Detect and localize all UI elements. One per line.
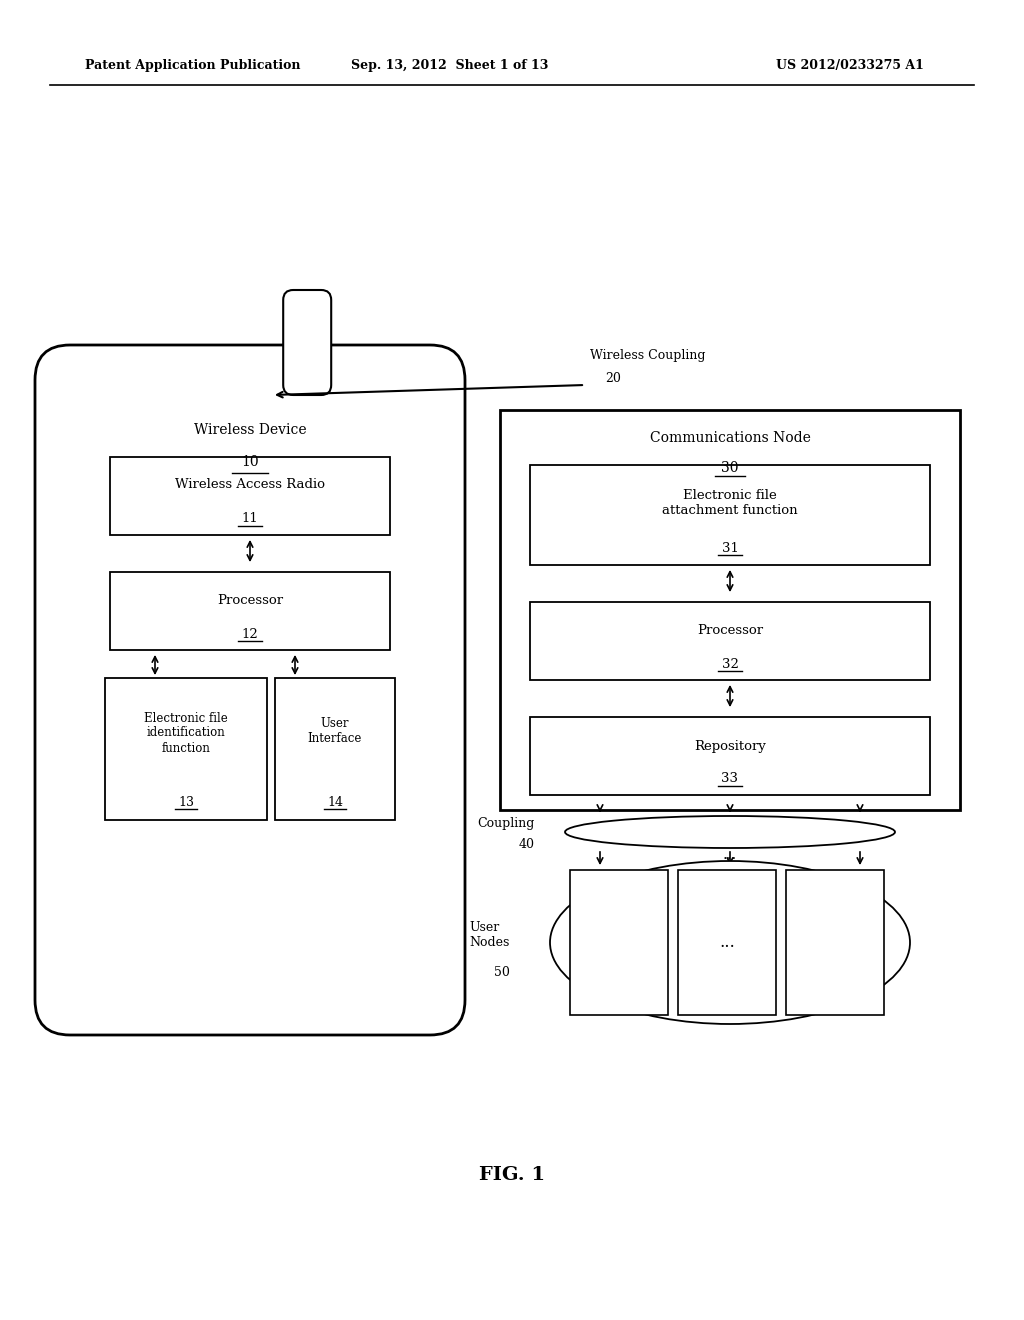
FancyBboxPatch shape xyxy=(35,345,465,1035)
Text: Communications Node: Communications Node xyxy=(649,432,810,445)
Text: 13: 13 xyxy=(178,796,194,808)
Bar xyxy=(786,870,884,1015)
Text: 11: 11 xyxy=(242,512,258,525)
Text: Wireless Access Radio: Wireless Access Radio xyxy=(175,478,325,491)
Text: 33: 33 xyxy=(722,772,738,785)
Text: Electronic file
identification
function: Electronic file identification function xyxy=(144,711,228,755)
Text: 50: 50 xyxy=(495,965,510,978)
Text: US 2012/0233275 A1: US 2012/0233275 A1 xyxy=(776,58,924,71)
Text: 31: 31 xyxy=(722,541,738,554)
Text: Processor: Processor xyxy=(697,624,763,638)
Text: User
Interface: User Interface xyxy=(308,717,362,744)
Text: Wireless Device: Wireless Device xyxy=(194,422,306,437)
Bar xyxy=(500,411,961,810)
Ellipse shape xyxy=(565,816,895,847)
Ellipse shape xyxy=(550,861,910,1024)
Bar xyxy=(678,870,776,1015)
Bar xyxy=(105,678,267,820)
Text: Sep. 13, 2012  Sheet 1 of 13: Sep. 13, 2012 Sheet 1 of 13 xyxy=(351,58,549,71)
Text: 40: 40 xyxy=(519,838,535,851)
Text: 20: 20 xyxy=(605,371,621,384)
Text: Electronic file
attachment function: Electronic file attachment function xyxy=(663,488,798,517)
Bar xyxy=(570,870,668,1015)
Text: 14: 14 xyxy=(327,796,343,808)
Text: Processor: Processor xyxy=(217,594,283,607)
Bar xyxy=(275,678,395,820)
Bar xyxy=(530,602,930,680)
Text: FIG. 1: FIG. 1 xyxy=(479,1166,545,1184)
Text: ...: ... xyxy=(723,847,737,862)
Text: Repository: Repository xyxy=(694,739,766,752)
FancyBboxPatch shape xyxy=(284,290,331,395)
Text: 10: 10 xyxy=(242,455,259,469)
Text: ...: ... xyxy=(719,935,735,950)
Bar xyxy=(530,465,930,565)
Text: 12: 12 xyxy=(242,627,258,640)
Text: 30: 30 xyxy=(721,461,738,475)
Text: Wireless Coupling: Wireless Coupling xyxy=(590,348,706,362)
Bar xyxy=(110,457,390,535)
Text: Coupling: Coupling xyxy=(477,817,535,829)
Text: Patent Application Publication: Patent Application Publication xyxy=(85,58,300,71)
Text: 32: 32 xyxy=(722,657,738,671)
Bar xyxy=(530,717,930,795)
Bar xyxy=(110,572,390,649)
Text: User
Nodes: User Nodes xyxy=(470,921,510,949)
